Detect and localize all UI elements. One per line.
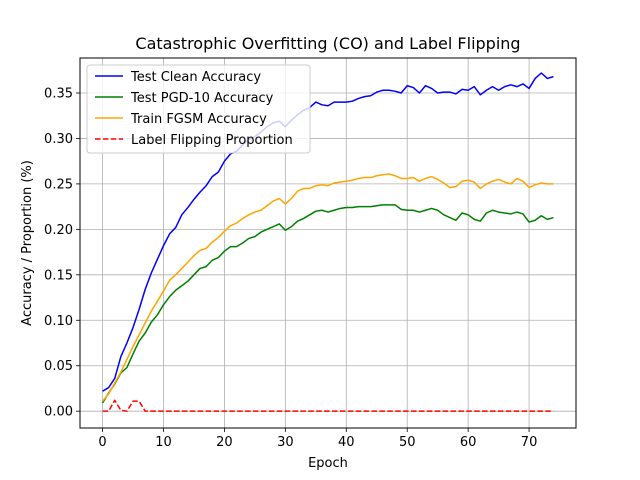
y-tick-label: 0.25 bbox=[44, 177, 73, 192]
legend-label: Test PGD-10 Accuracy bbox=[130, 91, 274, 106]
y-tick-label: 0.05 bbox=[44, 359, 73, 374]
x-tick-label: 10 bbox=[155, 435, 172, 450]
x-tick-label: 20 bbox=[216, 435, 233, 450]
legend: Test Clean Accuracy Test PGD-10 Accuracy T… bbox=[86, 64, 311, 154]
legend-box bbox=[86, 64, 311, 154]
plot-frame bbox=[79, 57, 577, 429]
legend-label: Train FGSM Accuracy bbox=[130, 112, 267, 127]
x-tick-label: 70 bbox=[521, 435, 538, 450]
x-tick-label: 50 bbox=[399, 435, 416, 450]
axis-ticks: 0 10 20 30 40 50 60 70 0.00 0.05 0.10 0.15 0.20 0.25 0… bbox=[44, 87, 537, 451]
x-tick-label: 30 bbox=[277, 435, 294, 450]
y-tick-label: 0.00 bbox=[44, 405, 73, 420]
y-tick-label: 0.30 bbox=[44, 132, 73, 147]
series-lines bbox=[101, 72, 554, 412]
y-tick-label: 0.10 bbox=[44, 314, 73, 329]
legend-label: Test Clean Accuracy bbox=[130, 70, 261, 85]
series-line-0 bbox=[102, 72, 554, 392]
x-tick-label: 0 bbox=[98, 435, 106, 450]
x-tick-label: 40 bbox=[338, 435, 355, 450]
y-tick-label: 0.15 bbox=[44, 268, 73, 283]
chart-title: Catastrophic Overfitting (CO) and Label … bbox=[135, 34, 520, 53]
series-line-2 bbox=[101, 173, 554, 402]
x-tick-label: 60 bbox=[460, 435, 477, 450]
series-line-1 bbox=[101, 204, 554, 404]
series-line-3 bbox=[102, 399, 554, 412]
legend-label: Label Flipping Proportion bbox=[131, 133, 293, 148]
y-tick-label: 0.35 bbox=[44, 87, 73, 102]
y-tick-label: 0.20 bbox=[44, 223, 73, 238]
y-axis-label: Accuracy / Proportion (%) bbox=[20, 160, 35, 326]
x-axis-label: Epoch bbox=[308, 456, 348, 471]
